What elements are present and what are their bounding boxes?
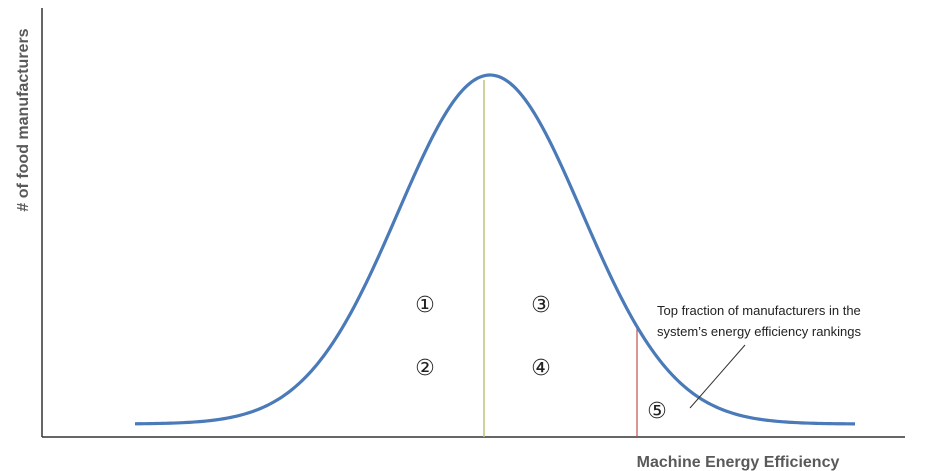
region-label: ①	[415, 293, 435, 318]
x-axis-label: Machine Energy Efficiency	[637, 454, 840, 471]
annotation-line: Top fraction of manufacturers in the	[657, 303, 861, 318]
region-label: ④	[531, 356, 551, 381]
leader-line	[689, 344, 746, 409]
region-label: ③	[531, 293, 551, 318]
region-label: ②	[415, 356, 435, 381]
y-axis-label: # of food manufacturers	[15, 28, 32, 211]
annotation-line: system’s energy efficiency rankings	[657, 324, 862, 339]
bell-curve	[134, 73, 856, 426]
region-label: ⑤	[647, 399, 667, 424]
